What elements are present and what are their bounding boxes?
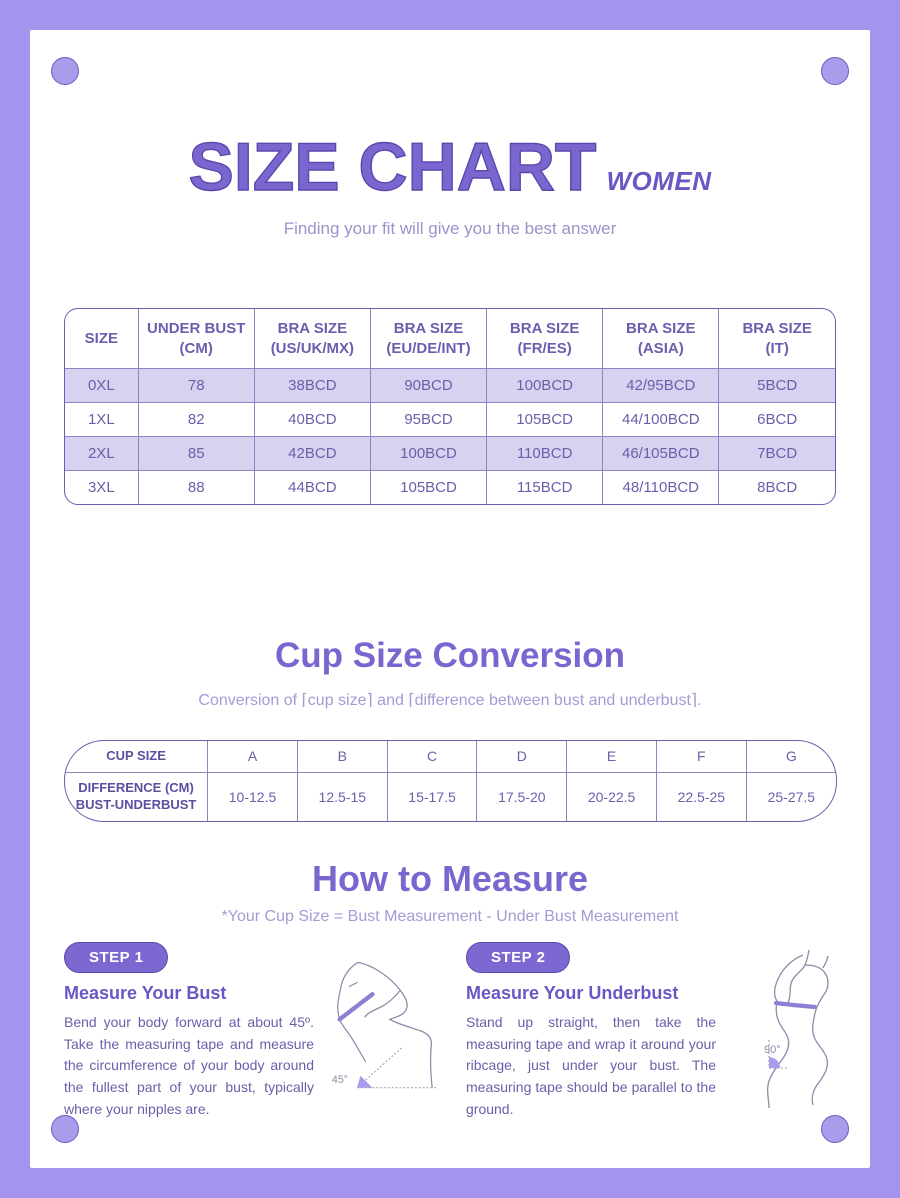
svg-text:45°: 45° bbox=[332, 1074, 348, 1086]
svg-text:90°: 90° bbox=[764, 1044, 781, 1056]
